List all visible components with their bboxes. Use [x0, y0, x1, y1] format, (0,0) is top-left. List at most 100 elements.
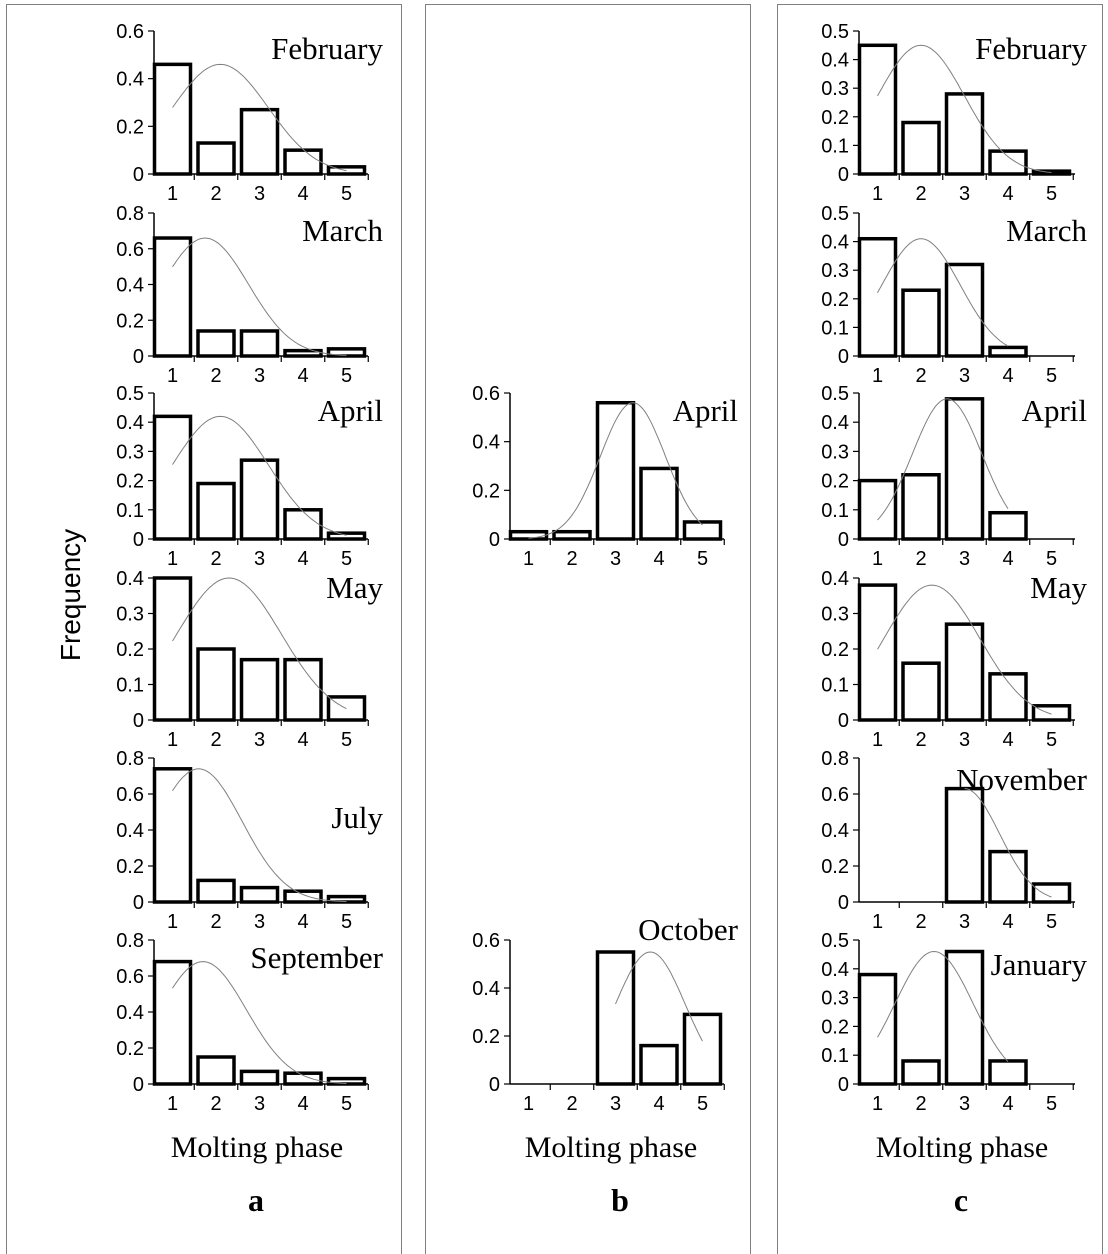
- x-tick-label: 5: [341, 183, 352, 205]
- y-tick-label: 0: [838, 529, 849, 551]
- month-label: October: [638, 912, 739, 947]
- x-tick-label: 3: [959, 183, 970, 205]
- y-tick-label: 0.2: [116, 310, 144, 332]
- bar-3: [944, 262, 985, 358]
- bar-3: [944, 397, 985, 541]
- bar-2: [196, 647, 236, 722]
- y-tick-label: 0.4: [116, 820, 144, 842]
- y-tick-label: 0: [133, 1074, 144, 1096]
- x-tick-label: 3: [610, 548, 621, 570]
- bar-3: [239, 885, 280, 904]
- x-tick-label: 2: [915, 911, 926, 933]
- x-axis-title-b: Molting phase: [525, 1131, 698, 1164]
- x-tick-label: 4: [1002, 548, 1013, 570]
- y-tick-label: 0: [489, 1074, 500, 1096]
- month-label: April: [318, 393, 383, 428]
- chart-b-2: 0 0.2 0.4 0.6 1 2 3 4 5 April: [472, 383, 738, 570]
- y-tick-label: 0.2: [116, 1038, 144, 1060]
- chart-a-3: 0 0.1 0.2 0.3 0.4 1 2 3 4 5 May: [116, 568, 383, 751]
- fit-curve: [877, 584, 1052, 715]
- bar-1: [152, 236, 193, 358]
- y-tick-label: 0.5: [821, 21, 849, 43]
- y-tick-label: 0.6: [472, 383, 500, 405]
- y-tick-label: 0: [838, 164, 849, 186]
- y-tick-label: 0.2: [821, 107, 849, 129]
- bar-4: [283, 1071, 323, 1086]
- y-tick-label: 0: [838, 346, 849, 368]
- y-tick-label: 0.5: [116, 383, 144, 405]
- bar-3: [944, 622, 985, 722]
- x-tick-label: 4: [297, 911, 308, 933]
- month-label: February: [975, 31, 1087, 66]
- x-tick-label: 3: [959, 1093, 970, 1115]
- y-tick-label: 0.6: [116, 966, 144, 988]
- y-tick-label: 0.4: [821, 412, 849, 434]
- x-tick-label: 2: [915, 365, 926, 387]
- x-tick-label: 5: [1046, 548, 1057, 570]
- y-axis-title: Frequency: [55, 529, 86, 661]
- chart-a-4: 0 0.2 0.4 0.6 0.8 1 2 3 4 5 July: [116, 748, 383, 933]
- fit-curve: [877, 238, 1009, 347]
- fit-curve: [172, 577, 347, 710]
- x-tick-label: 5: [341, 548, 352, 570]
- chart-c-3: 0 0.1 0.2 0.3 0.4 1 2 3 4 5 May: [821, 568, 1087, 751]
- y-tick-label: 0: [133, 892, 144, 914]
- chart-a-0: 0 0.2 0.4 0.6 1 2 3 4 5 February: [116, 21, 383, 205]
- fit-curve: [172, 961, 347, 1084]
- x-tick-label: 4: [1002, 1093, 1013, 1115]
- y-tick-label: 0.1: [116, 500, 144, 522]
- x-tick-label: 3: [254, 729, 265, 751]
- bar-3: [944, 949, 985, 1086]
- y-tick-label: 0: [133, 346, 144, 368]
- x-tick-label: 5: [697, 1093, 708, 1115]
- bar-5: [326, 1076, 367, 1086]
- bar-4: [988, 149, 1028, 176]
- x-tick-label: 4: [1002, 365, 1013, 387]
- y-tick-label: 0: [838, 710, 849, 732]
- x-tick-label: 2: [210, 365, 221, 387]
- y-tick-label: 0.4: [116, 412, 144, 434]
- x-tick-label: 1: [167, 365, 178, 387]
- fit-curve: [877, 950, 1009, 1063]
- month-label: March: [1006, 213, 1087, 248]
- x-tick-label: 3: [254, 1093, 265, 1115]
- x-tick-label: 2: [915, 729, 926, 751]
- y-tick-label: 0.2: [116, 471, 144, 493]
- x-tick-label: 1: [523, 1093, 534, 1115]
- y-tick-label: 0.4: [821, 959, 849, 981]
- bar-1: [857, 43, 898, 176]
- y-tick-label: 0.6: [116, 784, 144, 806]
- bar-1: [857, 583, 898, 722]
- y-tick-label: 0.1: [821, 1045, 849, 1067]
- panel-c-frame: [777, 4, 1103, 1254]
- x-tick-label: 4: [297, 548, 308, 570]
- bar-2: [901, 120, 941, 176]
- x-tick-label: 1: [872, 548, 883, 570]
- bar-3: [944, 92, 985, 176]
- y-tick-label: 0: [133, 710, 144, 732]
- chart-c-0: 0 0.1 0.2 0.3 0.4 0.5 1 2 3 4 5 February: [821, 21, 1087, 205]
- x-tick-label: 2: [915, 1093, 926, 1115]
- x-tick-label: 2: [566, 548, 577, 570]
- x-tick-label: 3: [959, 548, 970, 570]
- x-tick-label: 5: [1046, 729, 1057, 751]
- x-tick-label: 4: [297, 183, 308, 205]
- fit-curve: [172, 768, 347, 903]
- y-tick-label: 0: [133, 164, 144, 186]
- bar-2: [901, 661, 941, 722]
- fit-curve: [877, 398, 1009, 521]
- bar-4: [283, 889, 323, 904]
- x-tick-label: 4: [1002, 911, 1013, 933]
- y-tick-label: 0.4: [116, 1002, 144, 1024]
- x-tick-label: 1: [872, 183, 883, 205]
- bar-1: [857, 972, 898, 1086]
- y-tick-label: 0.8: [116, 930, 144, 952]
- charts-layer: 0 0.2 0.4 0.6 1 2 3 4 5 February 0 0.2 0.4 0.6 0.8 1 2 3 4…: [116, 21, 1087, 1115]
- fit-curve: [172, 237, 347, 356]
- x-tick-label: 5: [1046, 1093, 1057, 1115]
- y-tick-label: 0.2: [472, 1026, 500, 1048]
- y-tick-label: 0.2: [821, 856, 849, 878]
- chart-c-1: 0 0.1 0.2 0.3 0.4 0.5 1 2 3 4 5 March: [821, 203, 1087, 387]
- bar-2: [901, 1059, 941, 1086]
- y-tick-label: 0.6: [116, 239, 144, 261]
